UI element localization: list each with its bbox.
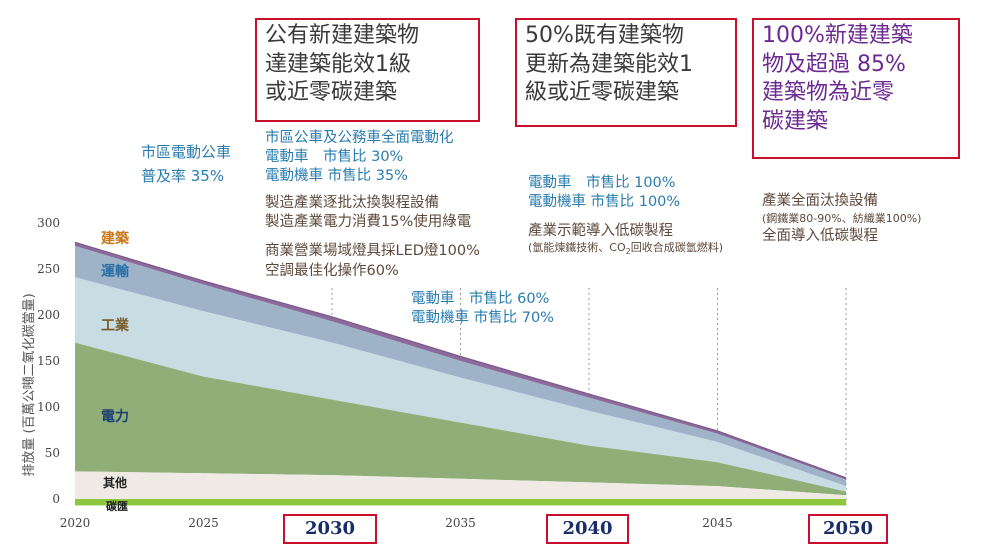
- note-line: 產業全面汰換設備: [762, 193, 878, 209]
- note-line: 市區電動公車: [141, 143, 232, 161]
- year-2040-box: 2040: [546, 514, 629, 544]
- label-other: 其他: [103, 475, 127, 490]
- milestone-2050-box: 100%新建建築 物及超過 85% 建築物為近零 碳建築: [752, 18, 960, 159]
- building-top-line: [74, 241, 847, 479]
- note-line: 市區公車及公務車全面電動化: [265, 130, 454, 146]
- label-transport: 運輸: [101, 263, 130, 280]
- y-tick-label: 100: [37, 400, 60, 414]
- note-line: 空調最佳化操作60%: [265, 262, 399, 279]
- note-line: 電動車 市售比 30%: [265, 148, 404, 165]
- emission-areas: [74, 241, 847, 506]
- milestone-line: 或近零碳建築: [265, 80, 398, 106]
- note-fragment: 回收合成碳氫燃料): [630, 240, 724, 254]
- milestone-line: 級或近零碳建築: [525, 80, 680, 106]
- industry-2030-note: 製造產業逐批汰換製程設備 製造產業電力消費15%使用綠電: [265, 194, 471, 232]
- milestone-line: 更新為建築能效1: [525, 51, 693, 77]
- note-line: 電動車 市售比 60%: [411, 291, 550, 307]
- note-line: 電動機車 市售比 35%: [265, 167, 408, 184]
- bus-2025-note: 市區電動公車 普及率 35%: [141, 140, 231, 188]
- note-line: 電動車 市售比 100%: [528, 175, 676, 191]
- area-sink: [75, 499, 846, 506]
- milestone-line: 達建築能效1級: [265, 51, 411, 77]
- note-line: 電動機車 市售比 70%: [411, 309, 554, 326]
- x-tick-label: 2020: [60, 516, 91, 530]
- note-subscript: 2: [625, 247, 631, 257]
- label-power: 電力: [101, 408, 129, 425]
- ev-2030-note: 市區公車及公務車全面電動化 電動車 市售比 30% 電動機車 市售比 35%: [265, 129, 454, 186]
- note-subline: (鋼鐵業80-90%、紡織業100%): [762, 211, 922, 225]
- label-sink: 碳匯: [106, 499, 128, 513]
- y-tick-label: 250: [37, 262, 60, 276]
- note-line: 商業營業場域燈具採LED燈100%: [265, 243, 480, 259]
- year-2030-box: 2030: [283, 514, 377, 544]
- x-tick-label: 2045: [702, 516, 733, 530]
- y-tick-label: 50: [45, 446, 60, 460]
- note-line: 全面導入低碳製程: [762, 228, 878, 245]
- x-tick-label: 2025: [188, 516, 219, 530]
- note-fragment: (氫能煉鐵技術、CO: [528, 240, 626, 254]
- y-tick-label: 300: [37, 216, 60, 230]
- y-tick-label: 200: [37, 308, 60, 322]
- y-tick-label: 0: [52, 492, 60, 506]
- year-2050-box: 2050: [808, 514, 888, 544]
- industry-2050-note: 產業全面汰換設備 (鋼鐵業80-90%、紡織業100%) 全面導入低碳製程: [762, 192, 921, 246]
- milestone-line: 建築物為近零: [762, 80, 895, 106]
- building-2030-note: 商業營業場域燈具採LED燈100% 空調最佳化操作60%: [265, 242, 480, 281]
- area-transport: [75, 246, 846, 487]
- note-line: 電動機車 市售比 100%: [528, 193, 681, 210]
- industry-2040-note: 產業示範導入低碳製程 (氫能煉鐵技術、CO2回收合成碳氫燃料): [528, 222, 723, 257]
- ev-2035-note: 電動車 市售比 60% 電動機車 市售比 70%: [411, 290, 554, 328]
- ev-2040-note: 電動車 市售比 100% 電動機車 市售比 100%: [528, 174, 680, 212]
- milestone-2030-box: 公有新建建築物 達建築能效1級 或近零碳建築: [255, 18, 480, 122]
- milestone-line: 物及超過 85%: [762, 51, 906, 77]
- label-building: 建築: [101, 230, 130, 247]
- label-industry: 工業: [101, 317, 130, 334]
- milestone-2040-box: 50%既有建築物 更新為建築能效1 級或近零碳建築: [515, 18, 737, 127]
- note-line: 製造產業逐批汰換製程設備: [265, 195, 439, 211]
- area-power: [75, 342, 846, 496]
- y-axis-title: 排放量 (百萬公噸二氧化碳當量): [22, 293, 37, 476]
- milestone-line: 100%新建建築: [762, 23, 913, 48]
- axes: 0 50 100 150 200 250 300 2020 2025 2035 2045: [37, 216, 733, 530]
- milestone-line: 碳建築: [762, 108, 829, 134]
- y-tick-label: 150: [37, 354, 60, 368]
- note-line: 製造產業電力消費15%使用綠電: [265, 213, 472, 230]
- note-line: 產業示範導入低碳製程: [528, 223, 673, 239]
- note-subline: (氫能煉鐵技術、CO2回收合成碳氫燃料): [528, 241, 723, 258]
- x-tick-label: 2035: [445, 516, 476, 530]
- area-industry: [75, 277, 846, 492]
- note-line: 普及率 35%: [141, 167, 225, 185]
- area-other: [75, 471, 846, 499]
- milestone-line: 50%既有建築物: [525, 23, 684, 48]
- milestone-line: 公有新建建築物: [265, 23, 420, 48]
